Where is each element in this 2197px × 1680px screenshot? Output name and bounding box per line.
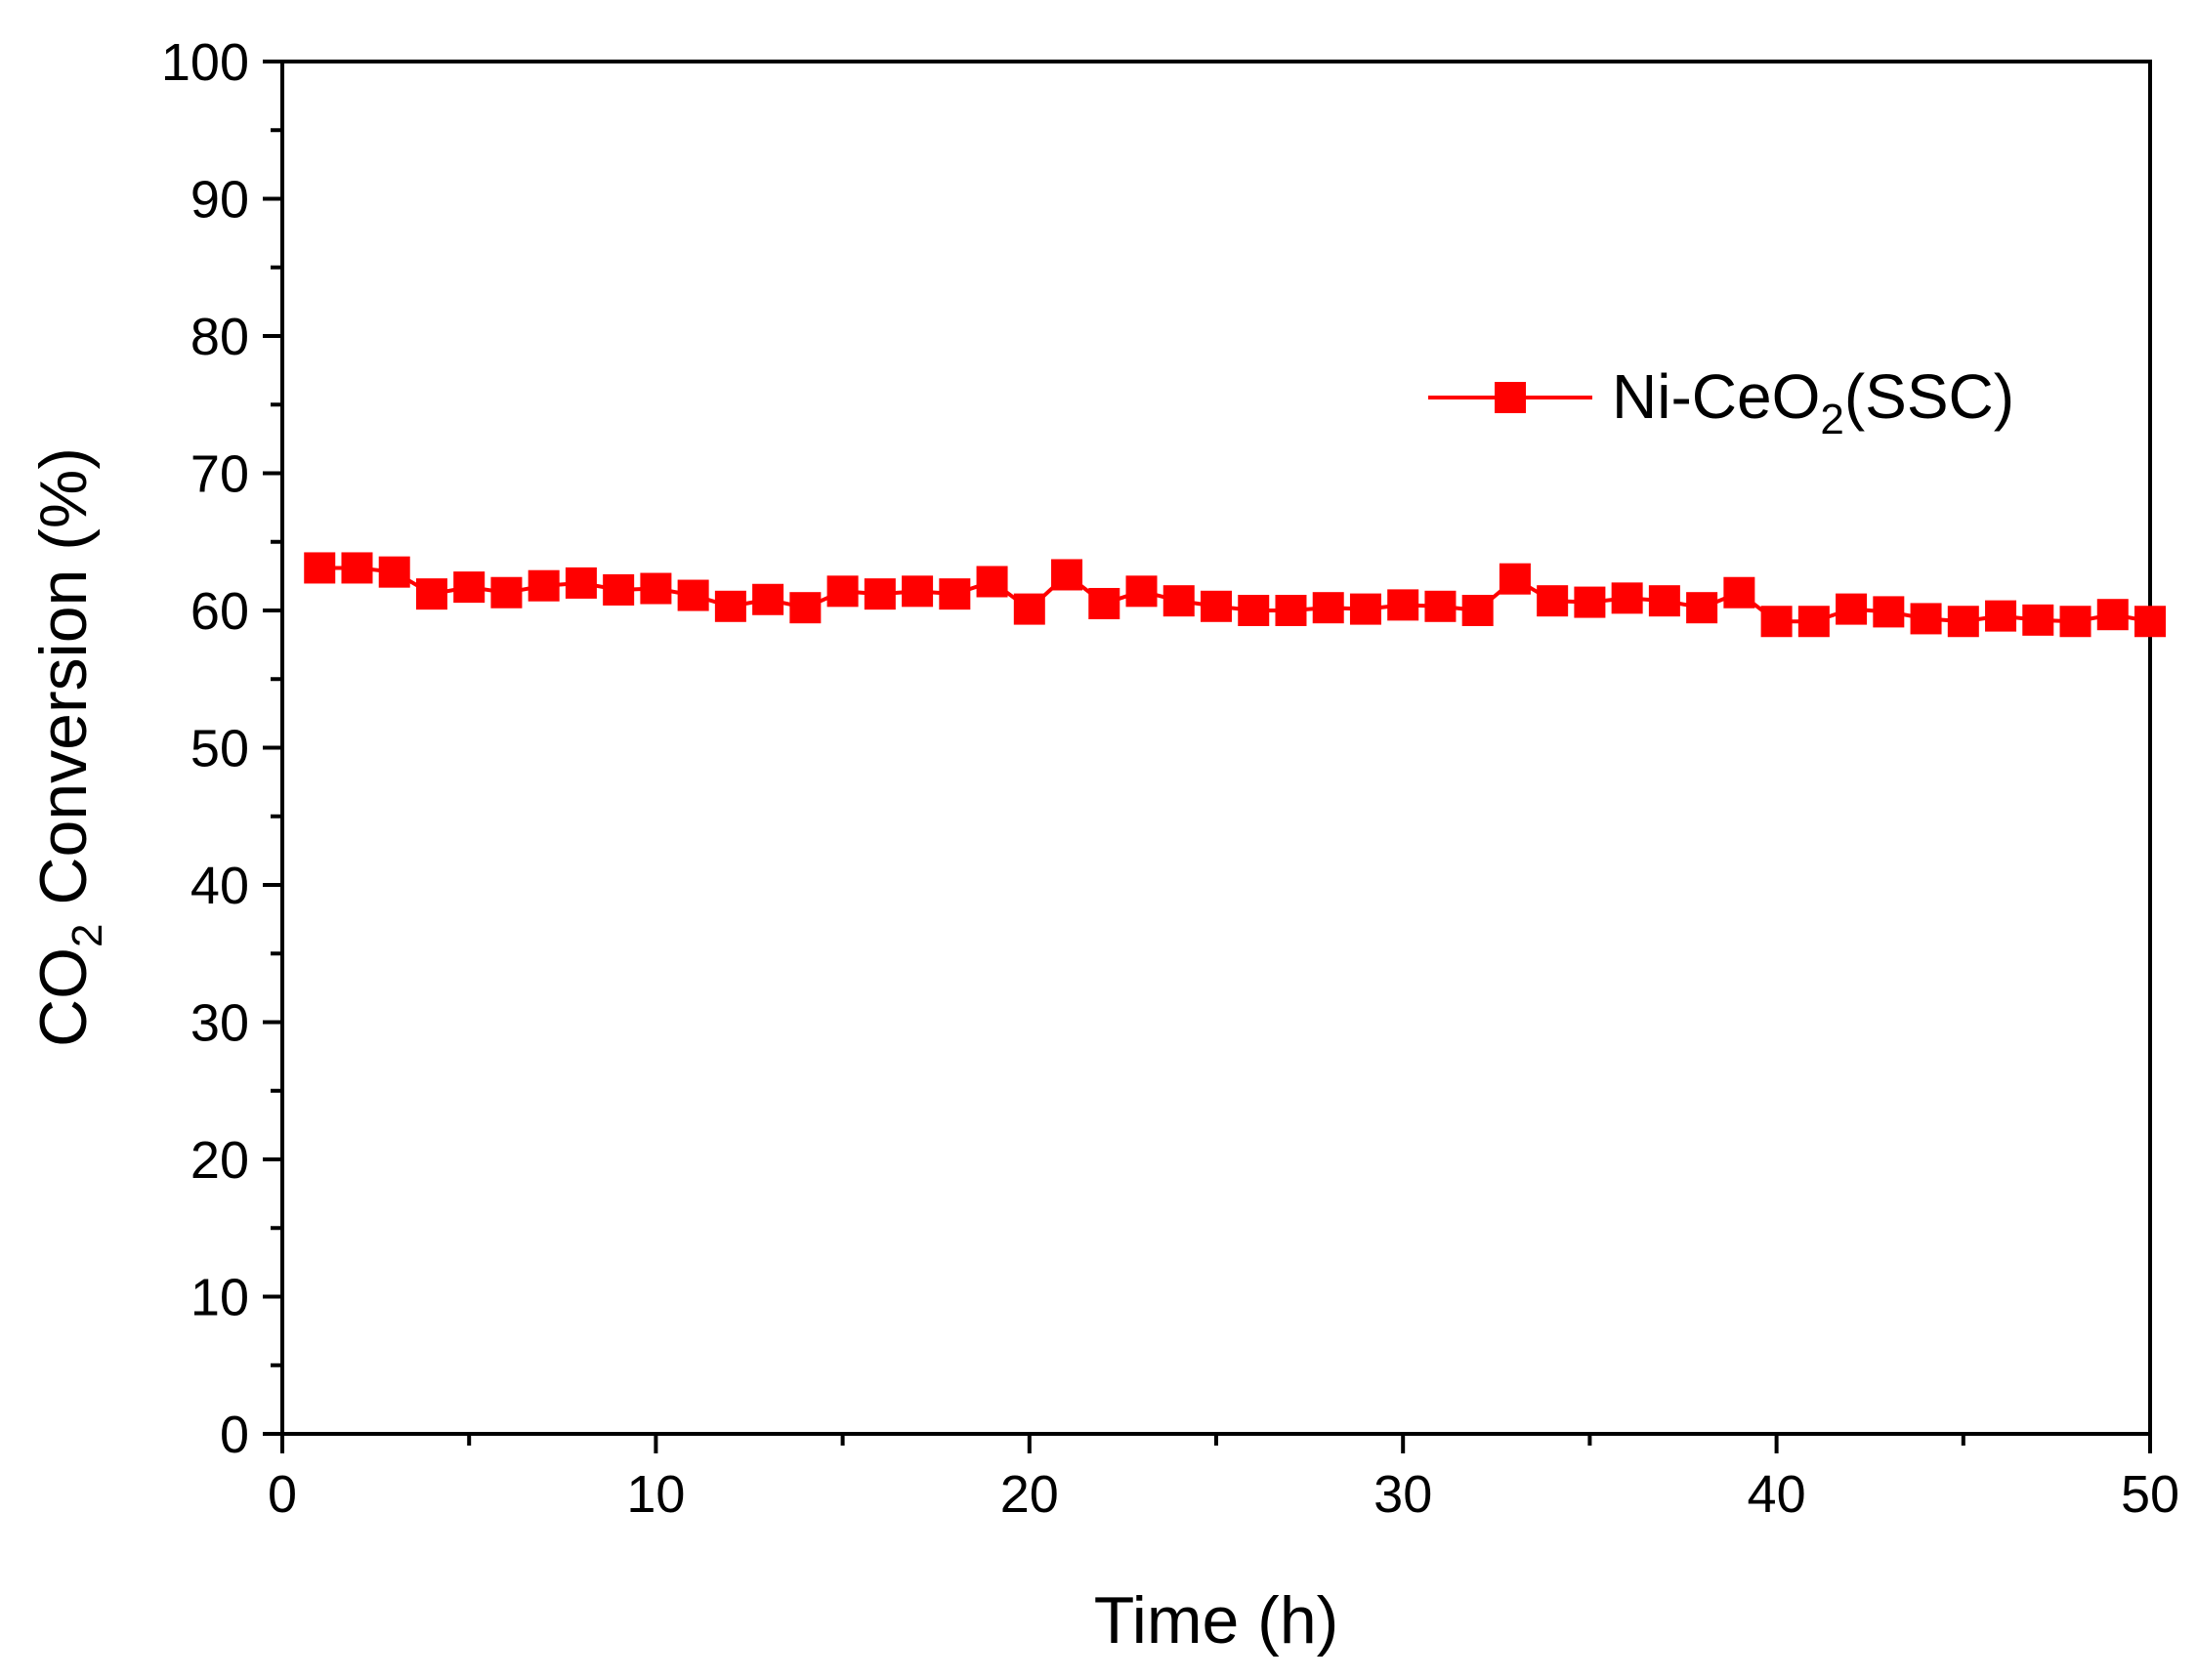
- legend-label: Ni-CeO2(SSC): [1612, 361, 2014, 443]
- data-point: [1238, 595, 1270, 626]
- legend-label-rest: (SSC): [1844, 361, 2014, 432]
- legend-label-subscript: 2: [1820, 396, 1843, 443]
- x-tick-label: 30: [1373, 1465, 1432, 1524]
- y-tick-label: 90: [190, 171, 249, 230]
- data-point: [826, 575, 859, 608]
- data-point: [1125, 575, 1158, 608]
- data-point: [1051, 559, 1083, 591]
- data-point: [714, 590, 746, 622]
- data-point: [565, 567, 597, 599]
- data-point: [789, 592, 822, 624]
- data-point: [1013, 593, 1045, 625]
- legend-marker: [1495, 382, 1526, 413]
- legend-label-main: Ni-CeO: [1612, 361, 1820, 432]
- data-point: [341, 552, 373, 584]
- y-tick-label: 60: [190, 582, 249, 641]
- data-point: [1387, 589, 1419, 621]
- data-point: [1910, 603, 1942, 635]
- data-point: [1836, 593, 1868, 625]
- data-point: [1201, 590, 1232, 622]
- plot-frame: [280, 60, 2152, 1436]
- data-point: [1499, 563, 1531, 595]
- y-axis: 0 10 20 30 40 50 60 70 80 90 100: [161, 33, 282, 1464]
- y-tick-label: 50: [190, 720, 249, 778]
- x-axis-title: Time (h): [1094, 1583, 1339, 1658]
- data-point: [2022, 604, 2054, 636]
- data-point: [453, 571, 486, 604]
- data-point: [490, 576, 523, 609]
- data-point: [2059, 606, 2091, 638]
- data-point: [1537, 585, 1569, 617]
- y-tick-label: 40: [190, 857, 249, 915]
- y-tick-label: 20: [190, 1131, 249, 1190]
- y-tick-label: 70: [190, 445, 249, 504]
- data-point: [677, 579, 709, 611]
- x-tick-label: 50: [2121, 1465, 2179, 1524]
- data-point: [2096, 599, 2129, 631]
- legend: Ni-CeO2(SSC): [1428, 361, 2014, 443]
- y-axis-title-subscript: 2: [63, 924, 111, 947]
- x-tick-label: 40: [1748, 1465, 1806, 1524]
- data-point: [1873, 596, 1905, 628]
- data-point: [304, 552, 336, 584]
- data-point: [1648, 585, 1680, 617]
- data-point: [1797, 606, 1830, 638]
- data-point: [1461, 595, 1494, 626]
- data-point: [1686, 592, 1718, 624]
- data-point: [1162, 585, 1195, 617]
- y-axis-title: CO2 Conversion (%): [26, 447, 111, 1047]
- data-point: [752, 583, 784, 615]
- y-tick-label: 0: [220, 1406, 249, 1464]
- data-point: [1611, 582, 1643, 614]
- data-point: [939, 578, 971, 610]
- data-point: [1985, 600, 2017, 632]
- y-tick-label: 100: [161, 33, 249, 92]
- y-axis-title-main: CO: [26, 947, 101, 1047]
- data-point: [902, 575, 934, 608]
- data-point: [1424, 590, 1457, 622]
- data-point: [1088, 587, 1120, 619]
- series-layer: [304, 552, 2166, 638]
- data-point: [1947, 606, 1979, 638]
- data-point: [2134, 606, 2166, 638]
- y-tick-label: 10: [190, 1269, 249, 1327]
- data-point: [1723, 576, 1755, 609]
- data-point: [1349, 593, 1381, 625]
- y-tick-label: 80: [190, 308, 249, 366]
- data-point: [1574, 586, 1606, 618]
- data-point: [603, 573, 635, 606]
- data-point: [528, 569, 560, 602]
- data-point: [640, 572, 672, 605]
- data-point: [415, 578, 447, 610]
- x-tick-label: 20: [1000, 1465, 1059, 1524]
- data-point: [976, 566, 1008, 598]
- x-axis: 0 10 20 30 40 50: [268, 1434, 2179, 1524]
- data-point: [1312, 592, 1344, 624]
- y-tick-label: 30: [190, 994, 249, 1053]
- data-point: [1275, 595, 1307, 626]
- x-tick-label: 10: [626, 1465, 685, 1524]
- x-tick-label: 0: [268, 1465, 297, 1524]
- y-axis-title-rest: Conversion (%): [26, 447, 101, 924]
- data-point: [864, 578, 896, 610]
- data-point: [1760, 606, 1793, 638]
- data-point: [378, 556, 410, 588]
